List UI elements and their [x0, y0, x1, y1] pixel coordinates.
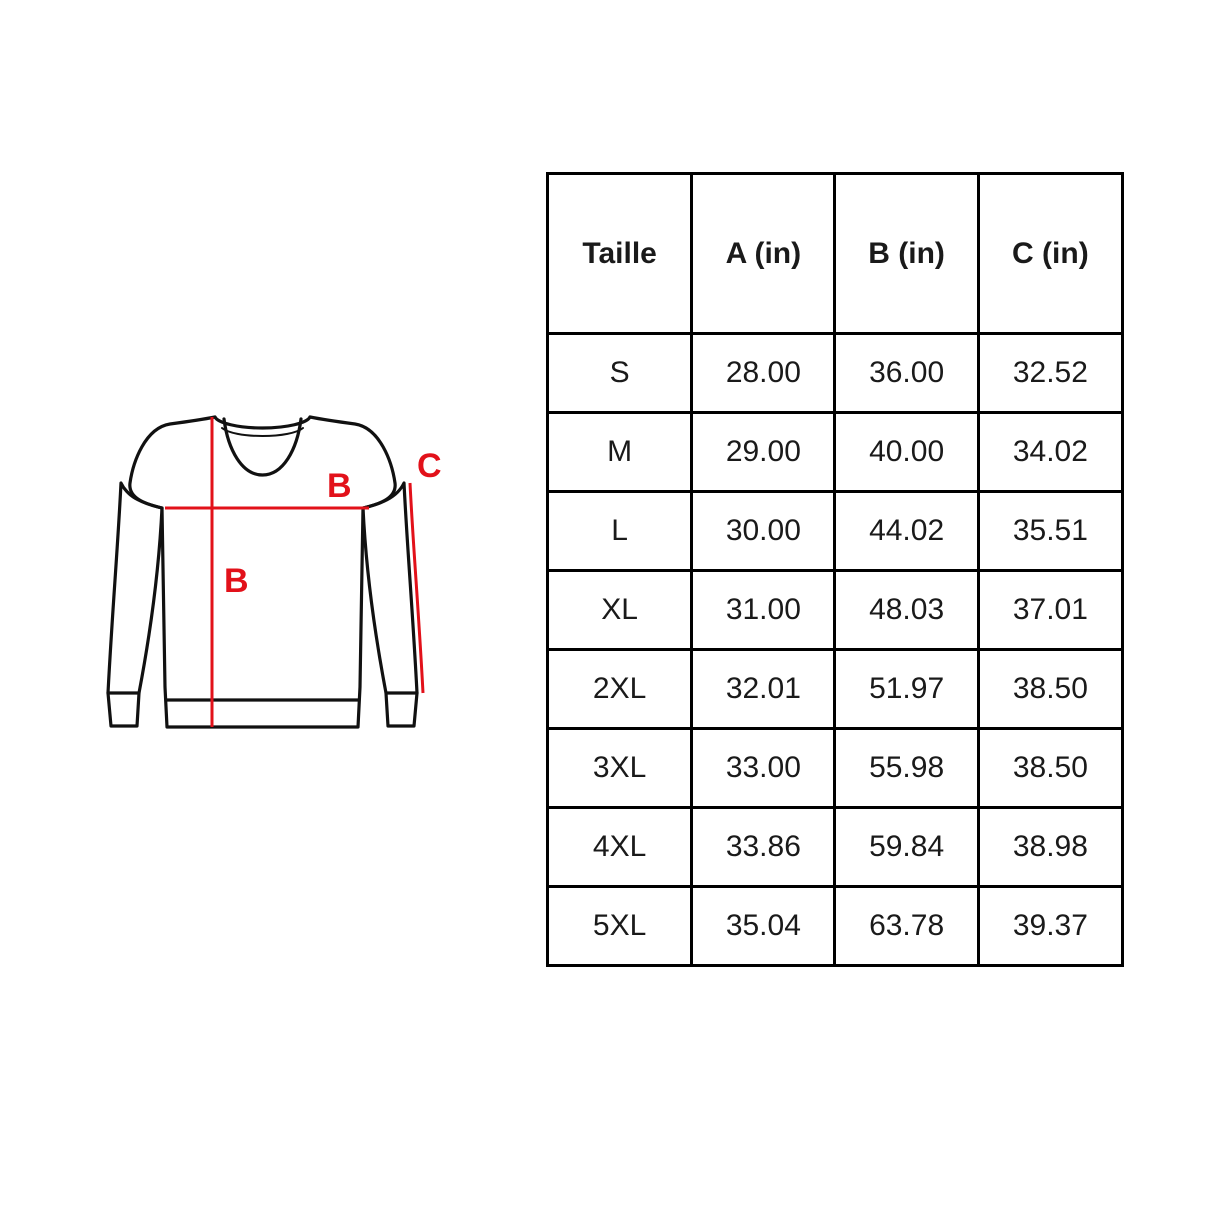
svg-text:C: C — [417, 447, 442, 485]
svg-text:B: B — [224, 562, 249, 600]
svg-text:B: B — [327, 467, 352, 505]
